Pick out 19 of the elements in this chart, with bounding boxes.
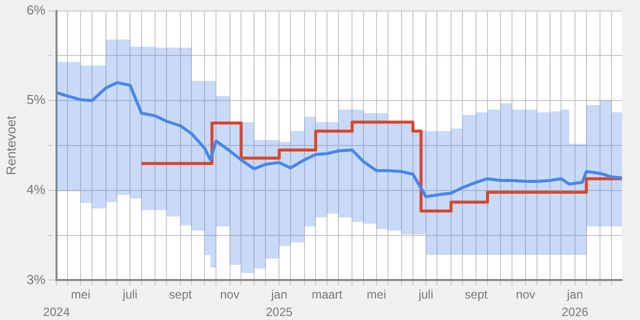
y-tick-label: 3% <box>26 272 46 287</box>
x-tick-label: nov <box>220 288 240 302</box>
y-tick-label: 4% <box>26 182 46 197</box>
x-tick-label: jan <box>566 288 584 302</box>
x2-tick-label: 2026 <box>562 305 589 320</box>
x-tick-label: jan <box>270 288 288 302</box>
y-tick-label: 5% <box>26 92 46 108</box>
x2-tick-label: 2025 <box>266 305 293 320</box>
x-tick-label: sept <box>169 288 192 302</box>
x-tick-label: juli <box>418 288 434 302</box>
x-tick-label: nov <box>516 288 536 302</box>
y-tick-label: 6% <box>26 2 46 18</box>
x-tick-label: mei <box>71 288 90 302</box>
x-tick-label: juli <box>122 288 138 302</box>
x-tick-label: sept <box>464 288 488 302</box>
x-tick-label: maart <box>312 288 344 302</box>
x2-tick-label: 2024 <box>43 305 70 320</box>
x-tick-label: mei <box>366 288 386 302</box>
y-axis-title: Rentevoet <box>3 115 18 176</box>
